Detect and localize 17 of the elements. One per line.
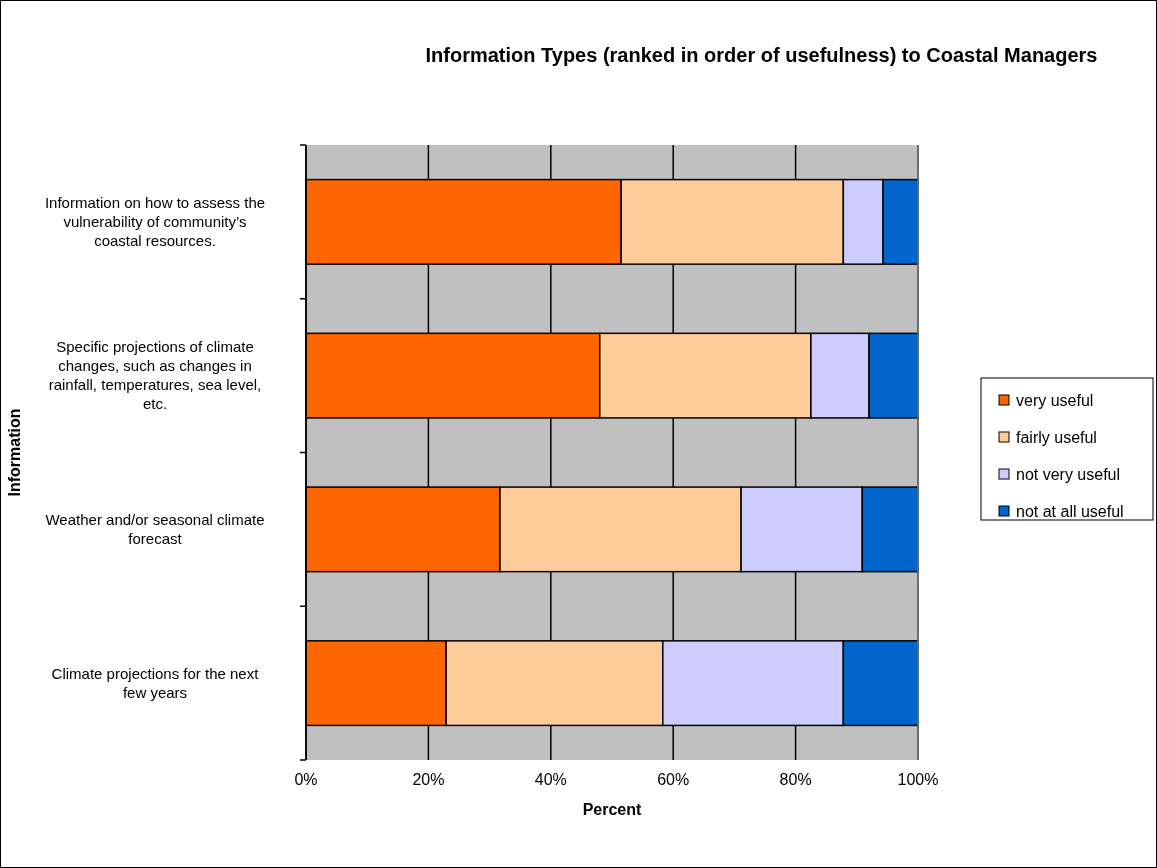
x-tick-label: 0% [294, 771, 318, 788]
y-tick-label: Specific projections of climate changes, such as changes in rainfall, temperatures, sea level, etc. [48, 338, 262, 413]
legend-label: not very useful [1016, 466, 1121, 483]
x-tick-label: 20% [412, 771, 445, 788]
y-tick-label: Information on how to assess the vulnerability of community’s coastal resources. [44, 193, 266, 249]
x-tick-label: 60% [657, 771, 690, 788]
y-axis-title: Information [6, 408, 23, 497]
x-tick-label: 100% [897, 771, 939, 788]
legend-label: fairly useful [1016, 429, 1097, 446]
x-tick-label: 40% [534, 771, 567, 788]
legend-label: not at all useful [1016, 503, 1124, 520]
chart-title: Information Types (ranked in order of usefulness) to Coastal Managers [425, 44, 1098, 66]
y-tick-label: Climate projections for the next few years [51, 664, 260, 701]
x-tick-label: 80% [779, 771, 812, 788]
y-tick-label: Weather and/or seasonal climate forecast [45, 510, 265, 547]
x-axis-title: Percent [582, 801, 643, 818]
legend-label: very useful [1016, 392, 1094, 409]
